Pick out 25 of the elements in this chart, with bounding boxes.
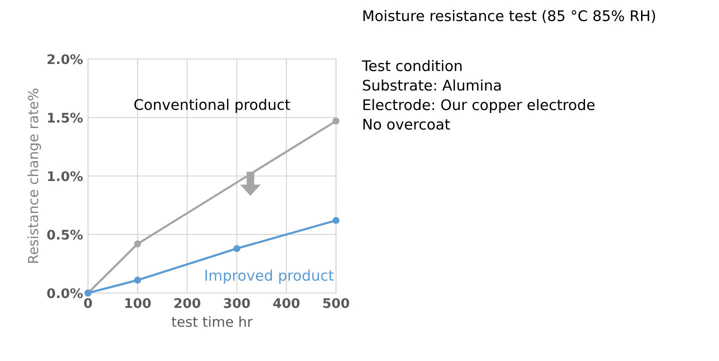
- text: Electrode: Our copper electrode: [363, 98, 595, 114]
- x-tick-label: 100: [125, 298, 151, 308]
- x-tick-label: 0: [84, 298, 92, 308]
- point: [134, 240, 142, 248]
- x-tick-label: 300: [224, 298, 250, 308]
- y-tick-label: 1.0%: [48, 171, 83, 182]
- series-label: Improved product: [206, 270, 334, 284]
- x-tick-label: 400: [273, 298, 300, 308]
- text: Substrate: Alumina: [362, 79, 501, 91]
- text: Test condition: [362, 60, 462, 72]
- x-tick-label: 200: [174, 298, 200, 308]
- point: [332, 216, 340, 224]
- x-axis-title: test time hr: [172, 316, 253, 327]
- y-tick-label: 1.5%: [48, 112, 83, 123]
- text: Moisture resistance test (85 °C 85% RH): [363, 10, 656, 23]
- y-tick-label: 2.0%: [48, 54, 83, 64]
- y-tick-label: 0.0%: [47, 288, 83, 298]
- y-axis-title: Resistance change rate%: [28, 88, 41, 263]
- point: [233, 245, 240, 252]
- point: [332, 118, 340, 124]
- x-tick-label: 500: [323, 298, 350, 308]
- y-tick-label: 0.5%: [47, 230, 83, 240]
- text: Conventional product: [134, 98, 290, 113]
- text: No overcoat: [363, 118, 450, 130]
- point: [134, 276, 142, 284]
